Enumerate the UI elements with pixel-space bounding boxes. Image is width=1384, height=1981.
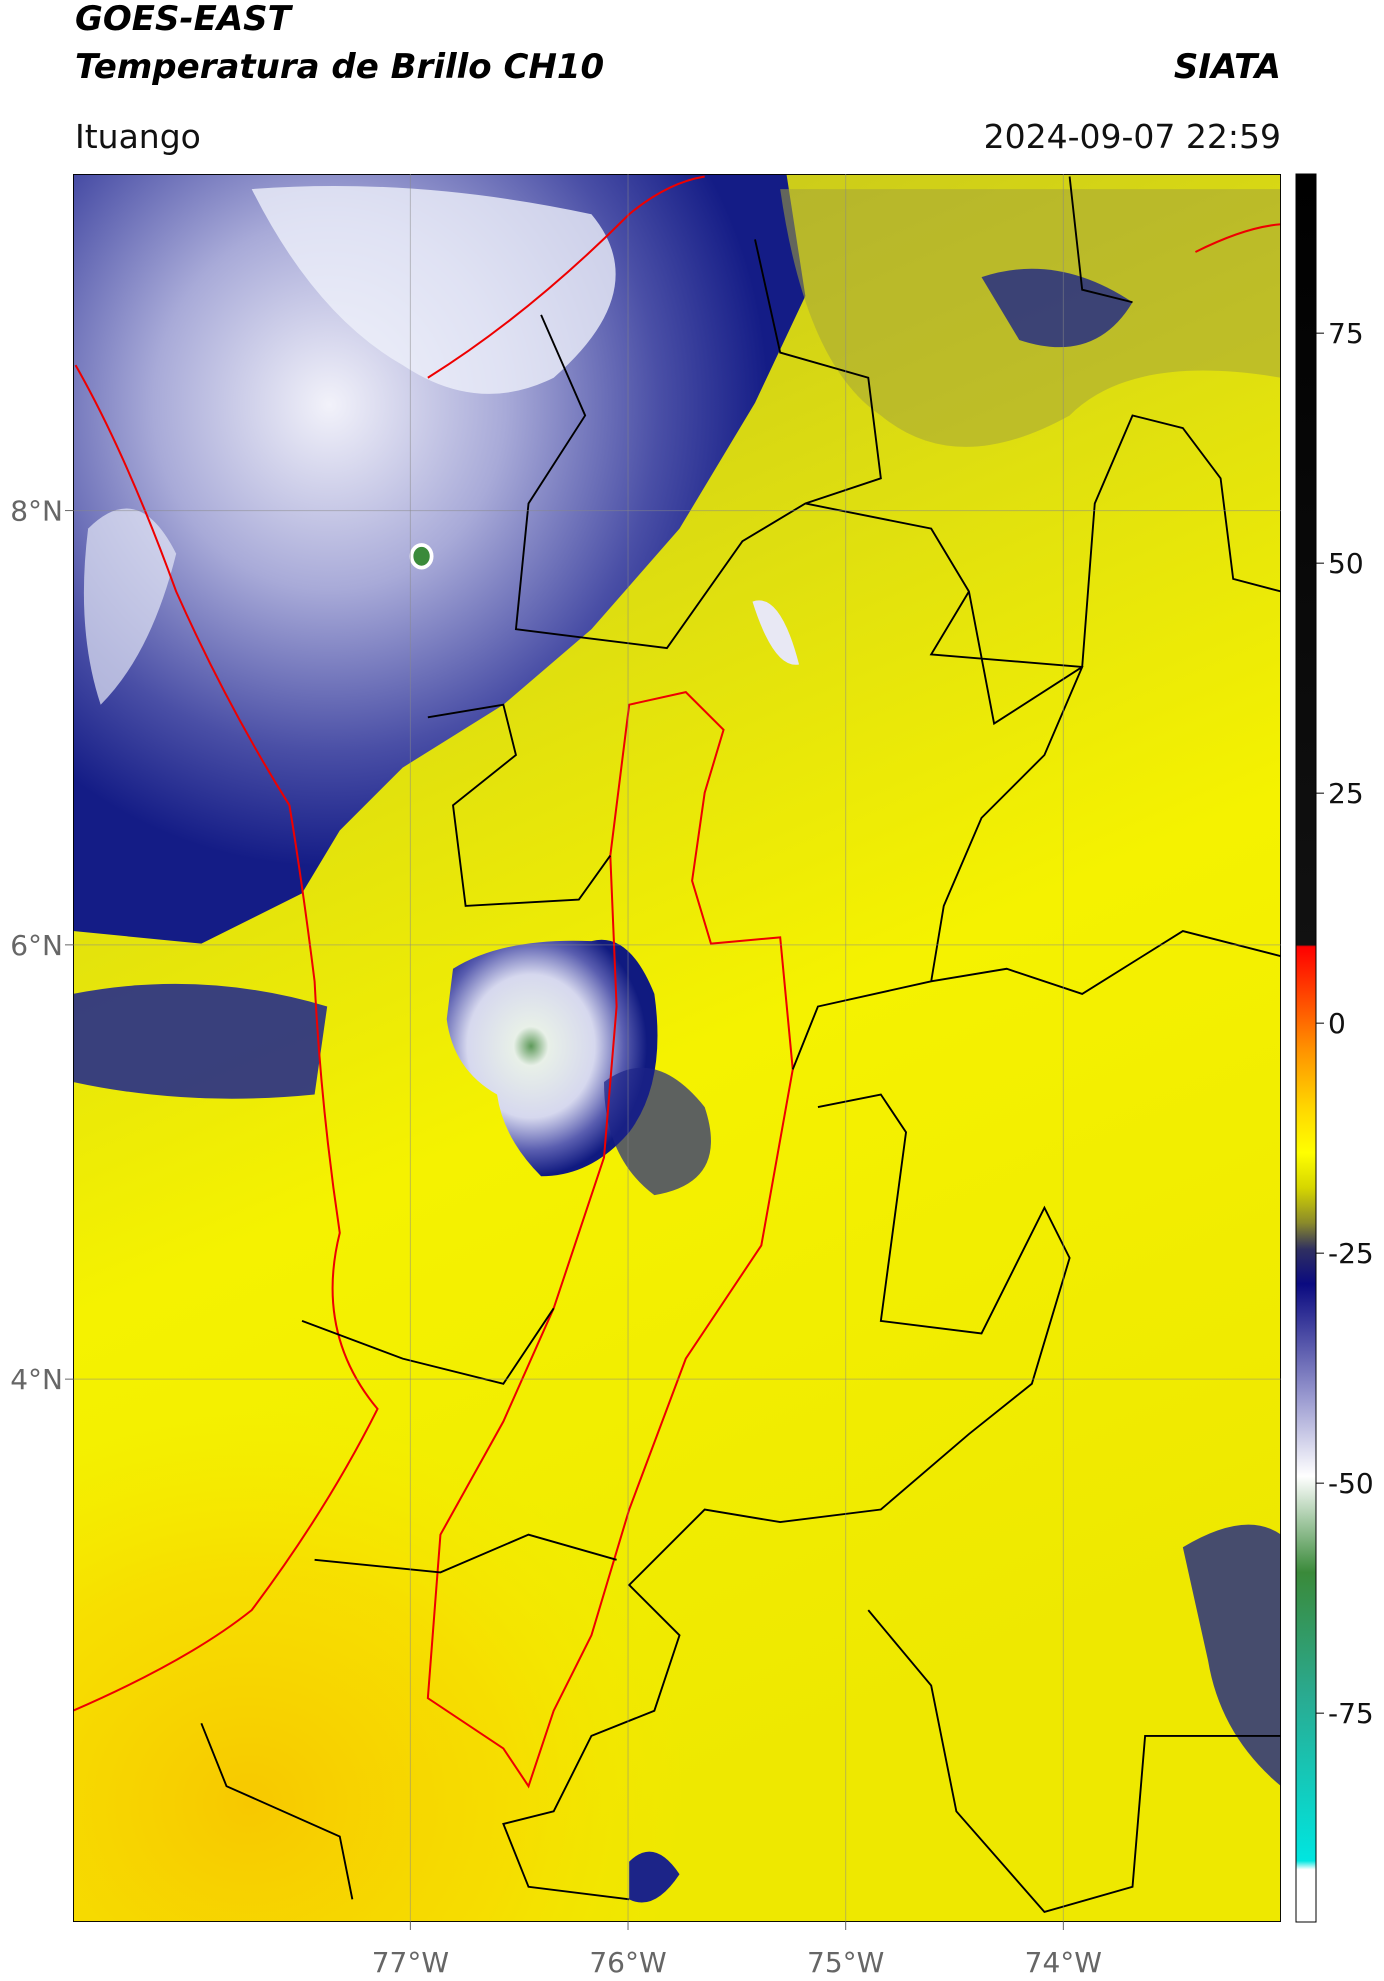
colorbar-tick-label: -75 <box>1328 1697 1374 1730</box>
map <box>73 174 1281 1922</box>
colorbar-tick-label: -50 <box>1328 1467 1374 1500</box>
location: Ituango <box>75 117 201 156</box>
colorbar-tick-label: 75 <box>1328 317 1364 350</box>
colorbar-tick-label: 50 <box>1328 547 1364 580</box>
subtitle: Temperatura de Brillo CH10 <box>75 47 604 87</box>
y-tick-label: 6°N <box>10 929 63 962</box>
colorbar-tick-label: 0 <box>1328 1007 1346 1040</box>
datetime: 2024-09-07 22:59 <box>984 117 1281 156</box>
x-tick-label: 74°W <box>1025 1946 1102 1979</box>
colorbar <box>1295 173 1317 1923</box>
colorbar-tick-label: -25 <box>1328 1237 1374 1270</box>
title: GOES-EAST <box>75 0 294 39</box>
x-tick-label: 76°W <box>589 1946 666 1979</box>
colorbar-tick-label: 25 <box>1328 777 1364 810</box>
y-tick-label: 8°N <box>10 495 63 528</box>
y-tick-label: 4°N <box>10 1363 63 1396</box>
x-tick-label: 75°W <box>807 1946 884 1979</box>
source: SIATA <box>1174 47 1281 87</box>
x-tick-label: 77°W <box>372 1946 449 1979</box>
